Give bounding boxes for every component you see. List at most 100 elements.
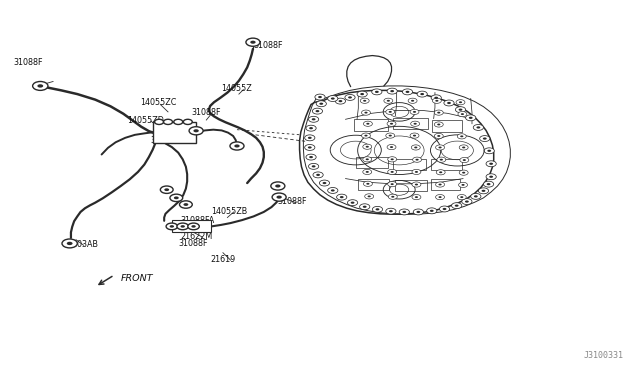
- Circle shape: [366, 123, 369, 125]
- Circle shape: [413, 209, 424, 215]
- Text: 21622M: 21622M: [180, 232, 213, 241]
- Circle shape: [387, 144, 396, 150]
- Circle shape: [308, 163, 319, 169]
- Circle shape: [388, 194, 397, 199]
- Circle shape: [458, 195, 467, 200]
- Circle shape: [193, 129, 199, 132]
- Circle shape: [460, 135, 463, 137]
- Bar: [172, 221, 211, 232]
- Circle shape: [387, 88, 397, 94]
- Circle shape: [406, 91, 410, 93]
- Circle shape: [415, 159, 419, 161]
- Bar: [358, 179, 389, 190]
- Bar: [393, 158, 426, 170]
- Circle shape: [309, 127, 313, 129]
- Circle shape: [461, 184, 465, 186]
- Circle shape: [323, 182, 326, 184]
- Circle shape: [360, 93, 364, 95]
- Text: 31088F: 31088F: [191, 108, 221, 117]
- Circle shape: [388, 157, 397, 162]
- Circle shape: [486, 161, 496, 167]
- Bar: [431, 179, 461, 190]
- Circle shape: [486, 174, 496, 180]
- Circle shape: [460, 145, 468, 150]
- Circle shape: [179, 201, 192, 208]
- Bar: [393, 118, 428, 129]
- Circle shape: [309, 156, 313, 158]
- Circle shape: [461, 113, 464, 115]
- Circle shape: [362, 133, 371, 138]
- Circle shape: [305, 144, 315, 150]
- Circle shape: [443, 208, 447, 210]
- Circle shape: [272, 193, 286, 201]
- Circle shape: [164, 188, 169, 191]
- Circle shape: [413, 123, 417, 125]
- Circle shape: [271, 182, 285, 190]
- Circle shape: [319, 180, 330, 186]
- Circle shape: [250, 41, 255, 44]
- Circle shape: [460, 170, 468, 175]
- Circle shape: [62, 239, 77, 248]
- Bar: [432, 120, 463, 132]
- Circle shape: [312, 118, 316, 121]
- Circle shape: [410, 109, 419, 115]
- Circle shape: [230, 142, 244, 150]
- Circle shape: [437, 157, 446, 162]
- Text: 31088F: 31088F: [13, 58, 43, 67]
- Circle shape: [435, 134, 444, 138]
- Text: FRONT: FRONT: [121, 274, 153, 283]
- Text: 31088F: 31088F: [178, 238, 208, 248]
- Circle shape: [331, 189, 335, 192]
- Circle shape: [389, 210, 393, 212]
- Bar: [153, 122, 196, 143]
- Circle shape: [335, 98, 346, 104]
- Circle shape: [465, 201, 468, 203]
- Circle shape: [403, 89, 413, 95]
- Circle shape: [411, 100, 414, 102]
- Circle shape: [412, 145, 420, 150]
- Circle shape: [365, 158, 369, 160]
- Circle shape: [440, 159, 443, 161]
- Circle shape: [489, 176, 493, 178]
- Circle shape: [444, 100, 454, 106]
- Circle shape: [413, 111, 416, 113]
- Circle shape: [415, 171, 418, 173]
- Circle shape: [308, 146, 312, 148]
- Circle shape: [487, 150, 491, 152]
- Circle shape: [414, 147, 417, 148]
- Circle shape: [166, 223, 177, 230]
- Bar: [431, 158, 462, 170]
- Circle shape: [188, 223, 199, 230]
- Circle shape: [366, 183, 369, 185]
- Circle shape: [386, 109, 395, 115]
- Text: 31088F: 31088F: [253, 41, 283, 51]
- Circle shape: [360, 204, 370, 210]
- Circle shape: [481, 190, 485, 192]
- Circle shape: [183, 119, 192, 125]
- Circle shape: [345, 94, 355, 100]
- Circle shape: [386, 208, 396, 214]
- Circle shape: [170, 225, 174, 228]
- Circle shape: [246, 38, 260, 46]
- Circle shape: [33, 81, 48, 90]
- Circle shape: [484, 148, 494, 154]
- Circle shape: [306, 154, 316, 160]
- Circle shape: [483, 137, 486, 140]
- Circle shape: [459, 109, 463, 111]
- Circle shape: [431, 95, 442, 101]
- Circle shape: [460, 196, 463, 198]
- Text: 14055ZD: 14055ZD: [127, 116, 164, 125]
- Circle shape: [308, 137, 312, 139]
- Circle shape: [403, 211, 406, 213]
- Circle shape: [372, 206, 383, 212]
- Circle shape: [67, 242, 72, 245]
- Circle shape: [452, 203, 462, 209]
- Circle shape: [319, 103, 323, 105]
- Circle shape: [476, 126, 480, 129]
- Circle shape: [436, 170, 445, 175]
- Circle shape: [376, 208, 380, 211]
- Circle shape: [399, 209, 410, 215]
- Circle shape: [363, 100, 366, 102]
- Text: 14055ZC: 14055ZC: [140, 99, 176, 108]
- Circle shape: [390, 146, 393, 148]
